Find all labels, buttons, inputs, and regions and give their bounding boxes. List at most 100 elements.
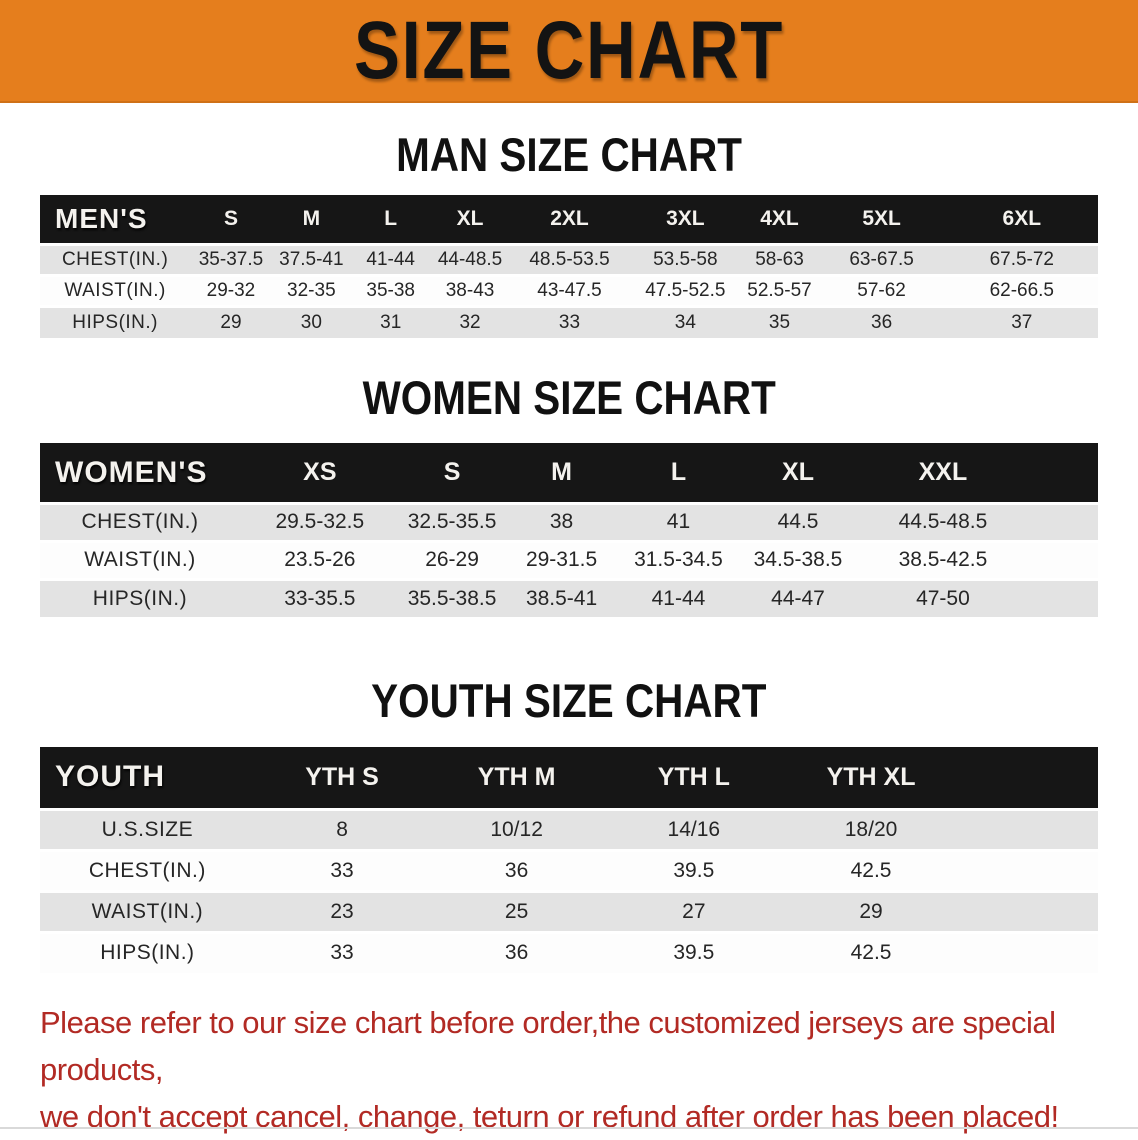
column-header: XL: [430, 194, 510, 245]
table-cell: 44-48.5: [430, 244, 510, 276]
men-section-heading-text: MAN SIZE CHART: [396, 128, 742, 181]
column-header: XXL: [857, 443, 1029, 504]
table-row: CHEST(IN.) 29.5-32.5 32.5-35.5 38 41 44.5 44.5…: [40, 503, 1098, 542]
table-row: U.S.SIZE 8 10/12 14/16 18/20: [40, 809, 1098, 851]
table-cell: 27: [603, 891, 784, 933]
spacer-cell: [958, 932, 1098, 974]
table-header-row: MEN'S S M L XL 2XL 3XL 4XL 5XL 6XL: [40, 194, 1098, 245]
table-row: WAIST(IN.) 23.5-26 26-29 29-31.5 31.5-34.5 34…: [40, 541, 1098, 580]
table-cell: 23.5-26: [239, 541, 400, 580]
table-header-row: WOMEN'S XS S M L XL XXL: [40, 443, 1098, 504]
table-header-row: YOUTH YTH S YTH M YTH L YTH XL: [40, 747, 1098, 810]
row-label: CHEST(IN.): [40, 503, 240, 542]
table-cell: 10/12: [429, 809, 604, 851]
column-header: L: [351, 194, 431, 245]
table-cell: 39.5: [603, 850, 784, 892]
table-corner-label: WOMEN'S: [40, 443, 240, 504]
table-cell: 32: [430, 306, 510, 338]
column-header: XS: [239, 443, 400, 504]
table-cell: 39.5: [603, 932, 784, 974]
table-cell: 32.5-35.5: [399, 503, 505, 542]
table-cell: 29-32: [190, 275, 272, 307]
spacer-cell: [958, 850, 1098, 892]
table-cell: 47.5-52.5: [629, 275, 742, 307]
spacer-cell: [1028, 579, 1098, 618]
table-row: WAIST(IN.) 29-32 32-35 35-38 38-43 43-47.5 47.…: [40, 275, 1098, 307]
column-header: 3XL: [629, 194, 742, 245]
spacer-cell: [1028, 443, 1098, 504]
column-header: M: [271, 194, 352, 245]
table-row: HIPS(IN.) 29 30 31 32 33 34 35 36 37: [40, 306, 1098, 338]
table-cell: 38.5-41: [504, 579, 619, 618]
table-cell: 23: [254, 891, 430, 933]
table-cell: 33: [254, 850, 430, 892]
table-cell: 38-43: [430, 275, 510, 307]
column-header: S: [190, 194, 272, 245]
table-cell: 31.5-34.5: [618, 541, 739, 580]
table-cell: 29.5-32.5: [239, 503, 400, 542]
table-cell: 32-35: [271, 275, 352, 307]
table-row: HIPS(IN.) 33 36 39.5 42.5: [40, 932, 1098, 974]
column-header: YTH S: [254, 747, 430, 810]
table-cell: 29-31.5: [504, 541, 619, 580]
men-table-wrapper: MEN'S S M L XL 2XL 3XL 4XL 5XL 6XL CHEST(IN.) 35-37…: [0, 194, 1138, 338]
youth-table-wrapper: YOUTH YTH S YTH M YTH L YTH XL U.S.SIZE 8 10/12…: [0, 747, 1138, 974]
women-size-table: WOMEN'S XS S M L XL XXL CHEST(IN.) 29.5-32.5 32.5…: [40, 443, 1098, 618]
table-row: CHEST(IN.) 33 36 39.5 42.5: [40, 850, 1098, 892]
youth-section: YOUTH SIZE CHART YOUTH YTH S YTH M YTH L YTH…: [0, 675, 1138, 974]
row-label: HIPS(IN.): [40, 306, 191, 338]
row-label: CHEST(IN.): [40, 244, 191, 276]
column-header: YTH M: [429, 747, 604, 810]
table-cell: 53.5-58: [629, 244, 742, 276]
table-cell: 41-44: [618, 579, 739, 618]
table-cell: 35.5-38.5: [399, 579, 505, 618]
women-section-heading: WOMEN SIZE CHART: [0, 371, 1138, 424]
table-cell: 34: [629, 306, 742, 338]
spacer-cell: [1028, 541, 1098, 580]
table-cell: 34.5-38.5: [738, 541, 858, 580]
spacer-cell: [1028, 503, 1098, 542]
disclaimer-text: Please refer to our size chart before or…: [40, 999, 1100, 1140]
table-cell: 62-66.5: [945, 275, 1098, 307]
disclaimer-line-1: Please refer to our size chart before or…: [40, 1005, 1056, 1088]
spacer-cell: [958, 891, 1098, 933]
disclaimer-line-2: we don't accept cancel, change, teturn o…: [40, 1099, 1059, 1135]
row-label: U.S.SIZE: [40, 809, 255, 851]
table-cell: 67.5-72: [945, 244, 1098, 276]
table-row: WAIST(IN.) 23 25 27 29: [40, 891, 1098, 933]
men-section: MAN SIZE CHART MEN'S S M L XL 2XL 3XL 4XL 5XL 6XL…: [0, 129, 1138, 338]
table-row: CHEST(IN.) 35-37.5 37.5-41 41-44 44-48.5 48.5…: [40, 244, 1098, 276]
table-cell: 52.5-57: [741, 275, 818, 307]
youth-section-heading-text: YOUTH SIZE CHART: [371, 674, 767, 728]
youth-section-heading: YOUTH SIZE CHART: [0, 675, 1138, 727]
table-cell: 41-44: [351, 244, 431, 276]
table-cell: 37: [945, 306, 1098, 338]
column-header: 4XL: [741, 194, 818, 245]
table-cell: 37.5-41: [271, 244, 352, 276]
table-cell: 29: [190, 306, 272, 338]
column-header: XL: [738, 443, 858, 504]
row-label: HIPS(IN.): [40, 579, 240, 618]
row-label: CHEST(IN.): [40, 850, 255, 892]
table-cell: 8: [254, 809, 430, 851]
table-cell: 48.5-53.5: [509, 244, 630, 276]
table-cell: 35-38: [351, 275, 431, 307]
table-cell: 33-35.5: [239, 579, 400, 618]
table-cell: 25: [429, 891, 604, 933]
column-header: 2XL: [509, 194, 630, 245]
table-cell: 38.5-42.5: [857, 541, 1029, 580]
table-cell: 35: [741, 306, 818, 338]
table-cell: 38: [504, 503, 619, 542]
table-row: HIPS(IN.) 33-35.5 35.5-38.5 38.5-41 41-44 44-…: [40, 579, 1098, 618]
table-cell: 44-47: [738, 579, 858, 618]
row-label: WAIST(IN.): [40, 891, 255, 933]
column-header: YTH XL: [783, 747, 959, 810]
table-corner-label: MEN'S: [40, 194, 191, 245]
column-header: M: [504, 443, 619, 504]
women-table-wrapper: WOMEN'S XS S M L XL XXL CHEST(IN.) 29.5-32.5 32.5…: [0, 443, 1138, 618]
table-corner-label: YOUTH: [40, 747, 255, 810]
column-header: 6XL: [945, 194, 1098, 245]
women-section: WOMEN SIZE CHART WOMEN'S XS S M L XL XXL CHEST(…: [0, 371, 1138, 618]
table-cell: 41: [618, 503, 739, 542]
table-cell: 31: [351, 306, 431, 338]
